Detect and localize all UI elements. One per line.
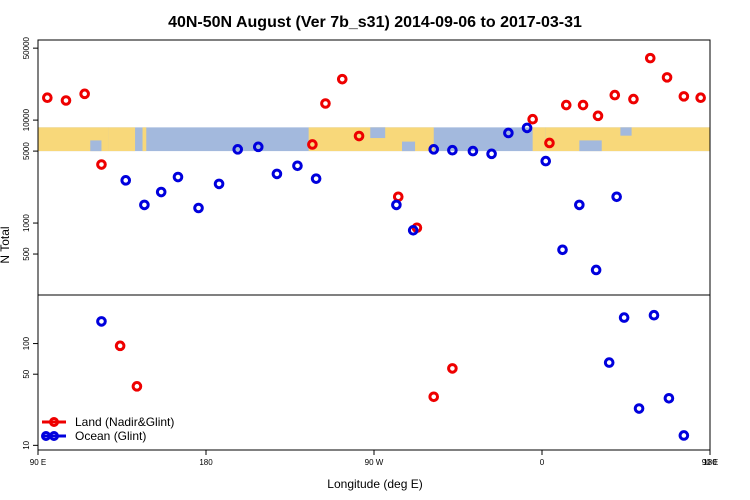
legend-land-label: Land (Nadir&Glint) — [75, 415, 174, 429]
ocean-lower-point-6 — [678, 430, 690, 441]
ocean-upper-point-14 — [447, 144, 458, 156]
land-upper-point-6 — [336, 73, 348, 85]
land-upper-point-4 — [307, 139, 318, 150]
land-lower-point-1 — [131, 381, 143, 392]
land-upper-point-1 — [60, 95, 72, 106]
x-tick-label-4: 90 E — [702, 458, 718, 467]
legend-ocean-label: Ocean (Glint) — [75, 429, 146, 443]
map-inlet-4 — [579, 140, 602, 152]
lower-y-tick-label-0: 10 — [22, 440, 31, 449]
ocean-lower-point-1 — [603, 357, 615, 368]
ocean-upper-point-15 — [467, 145, 479, 157]
ocean-upper-point-6 — [232, 144, 244, 155]
map-inlet-1 — [90, 140, 102, 152]
ocean-upper-point-5 — [213, 178, 225, 190]
upper-y-tick-label-0: 500 — [22, 247, 31, 261]
land-lower-point-0 — [114, 340, 126, 352]
land-upper-point-14 — [592, 110, 604, 122]
ocean-upper-point-7 — [252, 141, 264, 153]
lower-y-tick-label-2: 100 — [22, 336, 31, 350]
land-lower-point-3 — [447, 363, 458, 374]
ocean-upper-point-17 — [503, 127, 514, 139]
upper-y-axis-ticks: 500 1000 5000 10000 50000 — [22, 36, 38, 261]
lower-y-axis-ticks: 10 50 100 — [22, 336, 38, 450]
ocean-upper-point-9 — [292, 160, 303, 172]
land-upper-point-16 — [628, 93, 639, 105]
ocean-upper-point-12 — [407, 225, 419, 236]
ocean-upper-point-3 — [172, 171, 184, 183]
ocean-upper-point-16 — [486, 148, 497, 160]
land-upper-point-17 — [644, 52, 656, 64]
ocean-upper-point-23 — [611, 191, 622, 203]
ocean-upper-point-2 — [155, 186, 167, 198]
ocean-upper-point-8 — [271, 168, 283, 180]
lower-panel-frame — [37, 294, 711, 451]
ocean-upper-point-19 — [540, 155, 552, 167]
x-tick-label-5: 180 — [703, 458, 717, 467]
x-axis-label: Longitude (deg E) — [327, 477, 422, 491]
ocean-upper-point-22 — [590, 264, 602, 276]
x-tick-label-3: 0 — [540, 458, 545, 467]
upper-y-tick-label-4: 50000 — [22, 36, 31, 59]
map-land-europe-west — [532, 127, 546, 152]
upper-y-tick-label-3: 10000 — [22, 108, 31, 131]
ocean-lower-point-2 — [618, 312, 630, 323]
land-upper-point-13 — [577, 99, 589, 111]
ocean-lower-point-0 — [96, 316, 107, 327]
ocean-lower-point-3 — [633, 403, 645, 414]
map-land-asia-east — [108, 127, 136, 152]
ocean-upper-point-21 — [574, 199, 585, 211]
land-upper-point-11 — [544, 137, 555, 149]
land-upper-point-20 — [695, 92, 706, 104]
land-upper-point-12 — [560, 99, 572, 111]
x-tick-label-2: 90 W — [365, 458, 384, 467]
ocean-upper-point-20 — [557, 244, 568, 256]
map-inlet-3 — [402, 141, 416, 152]
ocean-upper-point-18 — [521, 122, 533, 134]
x-tick-label-0: 90 E — [30, 458, 46, 467]
lower-y-tick-label-1: 50 — [22, 369, 31, 378]
land-upper-point-0 — [42, 92, 53, 104]
upper-y-tick-label-1: 1000 — [22, 214, 31, 232]
ocean-upper-point-10 — [310, 173, 322, 184]
upper-y-tick-label-2: 5000 — [22, 142, 31, 160]
land-upper-point-18 — [661, 72, 673, 83]
land-upper-point-2 — [79, 88, 90, 100]
legend-ocean-marker — [49, 431, 59, 441]
ocean-lower-point-4 — [648, 309, 660, 321]
ocean-upper-point-1 — [139, 199, 150, 211]
ocean-upper-point-13 — [428, 144, 440, 155]
map-land-japan — [142, 127, 147, 152]
land-upper-point-19 — [678, 91, 690, 102]
map-inlet-2 — [370, 127, 386, 139]
world-map-band — [38, 127, 710, 152]
chart-title: 40N-50N August (Ver 7b_s31) 2014-09-06 t… — [168, 14, 582, 31]
land-upper-point-5 — [320, 98, 331, 109]
land-upper-point-15 — [609, 89, 621, 101]
ocean-upper-point-4 — [193, 202, 204, 214]
map-inlet-5 — [620, 127, 632, 136]
land-lower-point-2 — [428, 391, 440, 403]
y-axis-label: N Total — [0, 226, 12, 263]
legend-land-marker — [49, 417, 59, 427]
land-upper-point-10 — [527, 113, 538, 125]
data-points — [42, 52, 706, 441]
land-upper-point-3 — [96, 159, 107, 170]
ocean-upper-point-0 — [120, 175, 132, 186]
ocean-lower-point-5 — [663, 392, 675, 404]
land-upper-point-7 — [353, 130, 365, 142]
x-tick-label-1: 180 — [199, 458, 213, 467]
legend: Land (Nadir&Glint) Ocean (Glint) — [41, 415, 174, 443]
ocean-upper-point-11 — [391, 199, 402, 211]
